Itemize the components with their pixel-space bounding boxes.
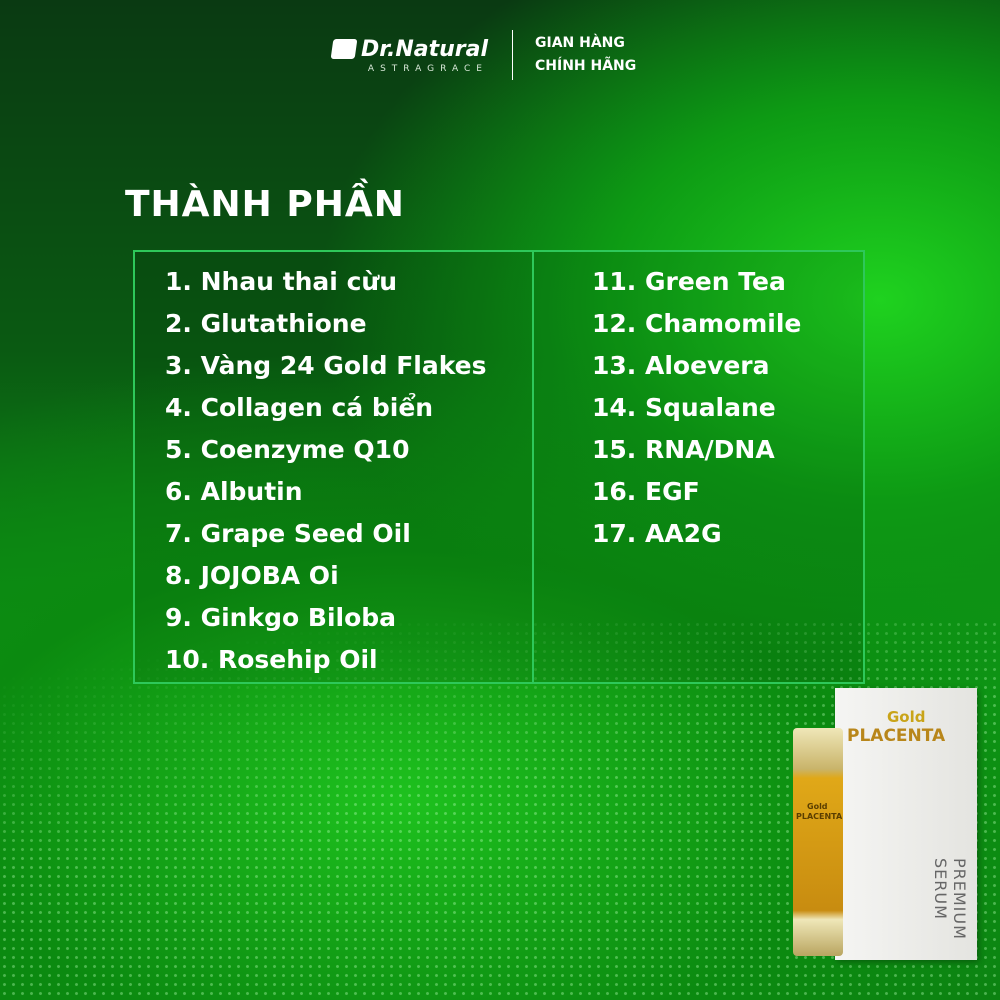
header-divider	[512, 30, 513, 80]
ingredient-item: 6. Albutin	[165, 477, 303, 506]
brand-subtitle: ASTRAGRACE	[367, 63, 488, 74]
product-box: Gold PLACENTA PREMIUM SERUM	[835, 688, 977, 960]
box-placenta-label: PLACENTA	[847, 726, 946, 746]
official-store-line2: CHÍNH HÃNG	[535, 58, 637, 74]
official-store-line1: GIAN HÀNG	[535, 35, 625, 51]
column-divider	[532, 250, 534, 684]
serum-bottle: Gold PLACENTA	[793, 728, 843, 956]
box-gold-label: Gold	[887, 708, 926, 726]
ingredients-left-column: 1. Nhau thai cừu 2. Glutathione 3. Vàng …	[165, 265, 487, 685]
ingredient-item: 15. RNA/DNA	[592, 435, 775, 464]
ingredients-box	[133, 250, 865, 684]
brand-name: Dr.Natural	[360, 36, 488, 62]
box-serum-label: PREMIUM SERUM	[931, 858, 969, 940]
section-title: THÀNH PHẦN	[125, 184, 405, 225]
ingredient-item: 13. Aloevera	[592, 351, 770, 380]
ingredient-item: 12. Chamomile	[592, 309, 802, 338]
ingredient-item: 14. Squalane	[592, 393, 776, 422]
ingredient-item: 7. Grape Seed Oil	[165, 519, 411, 548]
ingredient-item: 9. Ginkgo Biloba	[165, 603, 397, 632]
ingredient-item: 1. Nhau thai cừu	[165, 267, 397, 296]
ingredient-item: 2. Glutathione	[165, 309, 367, 338]
header: Dr.Natural ASTRAGRACE GIAN HÀNG CHÍNH HÃ…	[320, 30, 636, 80]
ingredient-item: 8. JOJOBA Oi	[165, 561, 339, 590]
ingredient-item: 17. AA2G	[592, 519, 722, 548]
ingredient-item: 3. Vàng 24 Gold Flakes	[165, 351, 487, 380]
ingredient-item: 10. Rosehip Oil	[165, 645, 378, 674]
brand-logo: Dr.Natural ASTRAGRACE	[320, 37, 488, 74]
logo-icon	[330, 39, 358, 59]
ingredient-item: 16. EGF	[592, 477, 700, 506]
bottle-gold-label: Gold	[807, 802, 828, 811]
bottle-placenta-label: PLACENTA	[796, 812, 843, 821]
ingredients-right-column: 11. Green Tea 12. Chamomile 13. Aloevera…	[592, 265, 801, 559]
ingredient-item: 11. Green Tea	[592, 267, 786, 296]
ingredient-item: 4. Collagen cá biển	[165, 393, 434, 422]
ingredient-item: 5. Coenzyme Q10	[165, 435, 410, 464]
